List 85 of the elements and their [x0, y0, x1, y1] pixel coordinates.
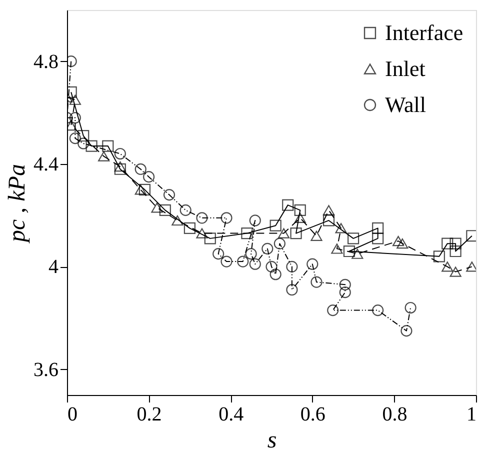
- x-tick-label: 1: [466, 404, 476, 426]
- point: [348, 232, 360, 244]
- x-tick-label: 0.8: [382, 404, 408, 426]
- point: [143, 171, 155, 183]
- point: [322, 205, 335, 216]
- point: [270, 268, 282, 280]
- point: [372, 222, 384, 234]
- point: [204, 232, 216, 244]
- point: [343, 245, 356, 258]
- point: [266, 260, 278, 272]
- point: [404, 302, 416, 314]
- point: [310, 276, 322, 288]
- point: [78, 138, 90, 150]
- point: [69, 132, 81, 144]
- point: [151, 202, 163, 213]
- x-tick-label: 0.4: [218, 404, 244, 426]
- point: [274, 238, 286, 250]
- point: [180, 204, 192, 216]
- legend-label: Inlet: [385, 56, 426, 81]
- point: [352, 248, 364, 259]
- x-axis-title: s: [267, 428, 277, 454]
- point: [98, 151, 110, 162]
- point: [372, 304, 384, 316]
- point: [286, 260, 298, 272]
- point: [286, 284, 298, 296]
- point: [450, 238, 462, 250]
- point: [172, 215, 184, 226]
- point: [138, 184, 151, 196]
- point: [450, 245, 462, 258]
- point: [196, 228, 208, 238]
- point: [114, 163, 126, 175]
- y-tick-label: 4.8: [34, 50, 58, 73]
- point: [290, 228, 302, 240]
- point: [134, 163, 146, 175]
- point: [196, 212, 208, 224]
- point: [335, 223, 347, 234]
- point: [310, 230, 322, 241]
- y-tick-label: 4.4: [34, 154, 58, 176]
- point: [114, 161, 126, 172]
- point: [331, 244, 343, 254]
- point: [433, 250, 445, 262]
- point: [327, 304, 339, 316]
- point: [442, 262, 454, 272]
- point: [184, 222, 196, 234]
- point: [396, 238, 408, 249]
- x-tick-label: 0.6: [300, 404, 326, 426]
- point: [249, 214, 261, 226]
- y-tick-label: 3.6: [34, 358, 58, 381]
- point: [306, 258, 318, 270]
- legend-label: Interface: [385, 20, 464, 45]
- point: [241, 228, 253, 240]
- x-tick-label: 0.2: [136, 404, 162, 426]
- point: [262, 242, 274, 254]
- point: [114, 148, 126, 160]
- y-tick-label: 4: [48, 256, 58, 278]
- point: [282, 199, 294, 211]
- point: [442, 238, 454, 250]
- point: [294, 212, 306, 223]
- legend-label: Wall: [385, 92, 426, 117]
- point: [69, 112, 81, 124]
- point: [450, 266, 462, 277]
- point: [372, 232, 384, 244]
- point: [339, 286, 351, 298]
- point: [294, 204, 306, 216]
- point: [237, 256, 249, 268]
- point: [400, 325, 412, 337]
- point: [322, 214, 335, 226]
- point: [134, 184, 146, 195]
- point: [339, 278, 351, 290]
- y-axis-title: pc , kPa: [4, 164, 30, 244]
- point: [163, 189, 176, 201]
- point: [69, 94, 81, 105]
- point: [78, 130, 90, 142]
- point: [278, 228, 290, 238]
- point: [249, 258, 261, 270]
- point: [220, 256, 232, 268]
- x-tick-label: 0: [68, 404, 78, 426]
- point: [392, 236, 404, 246]
- point: [212, 248, 224, 260]
- point: [220, 212, 232, 224]
- point: [270, 220, 282, 232]
- point: [245, 248, 257, 260]
- point: [102, 140, 114, 152]
- point: [86, 140, 98, 152]
- point: [159, 204, 171, 216]
